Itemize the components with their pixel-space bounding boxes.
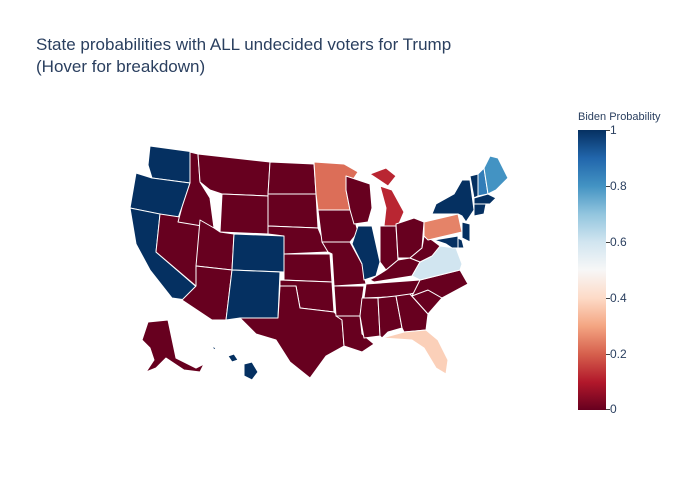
state-mt[interactable] <box>197 153 271 197</box>
state-wv[interactable] <box>409 235 441 263</box>
title-line-2: (Hover for breakdown) <box>36 57 206 76</box>
state-nm[interactable] <box>225 269 281 321</box>
colorbar-tickmark <box>606 298 610 299</box>
state-sd[interactable] <box>267 193 319 229</box>
state-de[interactable] <box>457 237 465 249</box>
state-ms[interactable] <box>359 297 381 339</box>
state-mi[interactable] <box>369 167 405 227</box>
colorbar-tick-label: 0.8 <box>610 179 627 193</box>
colorbar <box>578 130 606 410</box>
colorbar-title: Biden Probability <box>578 111 661 123</box>
colorbar-tick-label: 0.6 <box>610 235 627 249</box>
state-fl[interactable] <box>381 329 449 375</box>
map-title: State probabilities with ALL undecided v… <box>36 34 451 78</box>
colorbar-tick-label: 0 <box>610 402 617 416</box>
state-ak[interactable] <box>141 319 205 373</box>
state-tx[interactable] <box>239 285 345 379</box>
colorbar-tickmark <box>606 242 610 243</box>
colorbar-tickmark <box>606 409 610 410</box>
state-wi[interactable] <box>345 175 373 225</box>
colorbar-tickmark <box>606 130 610 131</box>
state-me[interactable] <box>483 155 509 195</box>
state-il[interactable] <box>351 225 381 281</box>
state-nj[interactable] <box>461 221 471 243</box>
state-ny[interactable] <box>431 179 475 223</box>
colorbar-tickmark <box>606 354 610 355</box>
state-ks[interactable] <box>283 253 333 283</box>
colorbar-tick-label: 0.4 <box>610 291 627 305</box>
state-ct[interactable] <box>473 203 487 217</box>
state-nd[interactable] <box>267 161 317 195</box>
state-wy[interactable] <box>219 193 269 235</box>
colorbar-tick-label: 0.2 <box>610 347 627 361</box>
colorbar-tickmark <box>606 186 610 187</box>
state-wa[interactable] <box>147 145 195 184</box>
state-ma[interactable] <box>473 193 497 205</box>
state-co[interactable] <box>231 233 285 273</box>
state-md[interactable] <box>433 235 459 249</box>
state-mo[interactable] <box>321 241 367 287</box>
colorbar-tick-label: 1 <box>610 123 617 137</box>
state-ar[interactable] <box>333 285 365 317</box>
title-line-1: State probabilities with ALL undecided v… <box>36 35 452 54</box>
state-pa[interactable] <box>423 213 463 241</box>
state-hi[interactable] <box>211 345 259 381</box>
